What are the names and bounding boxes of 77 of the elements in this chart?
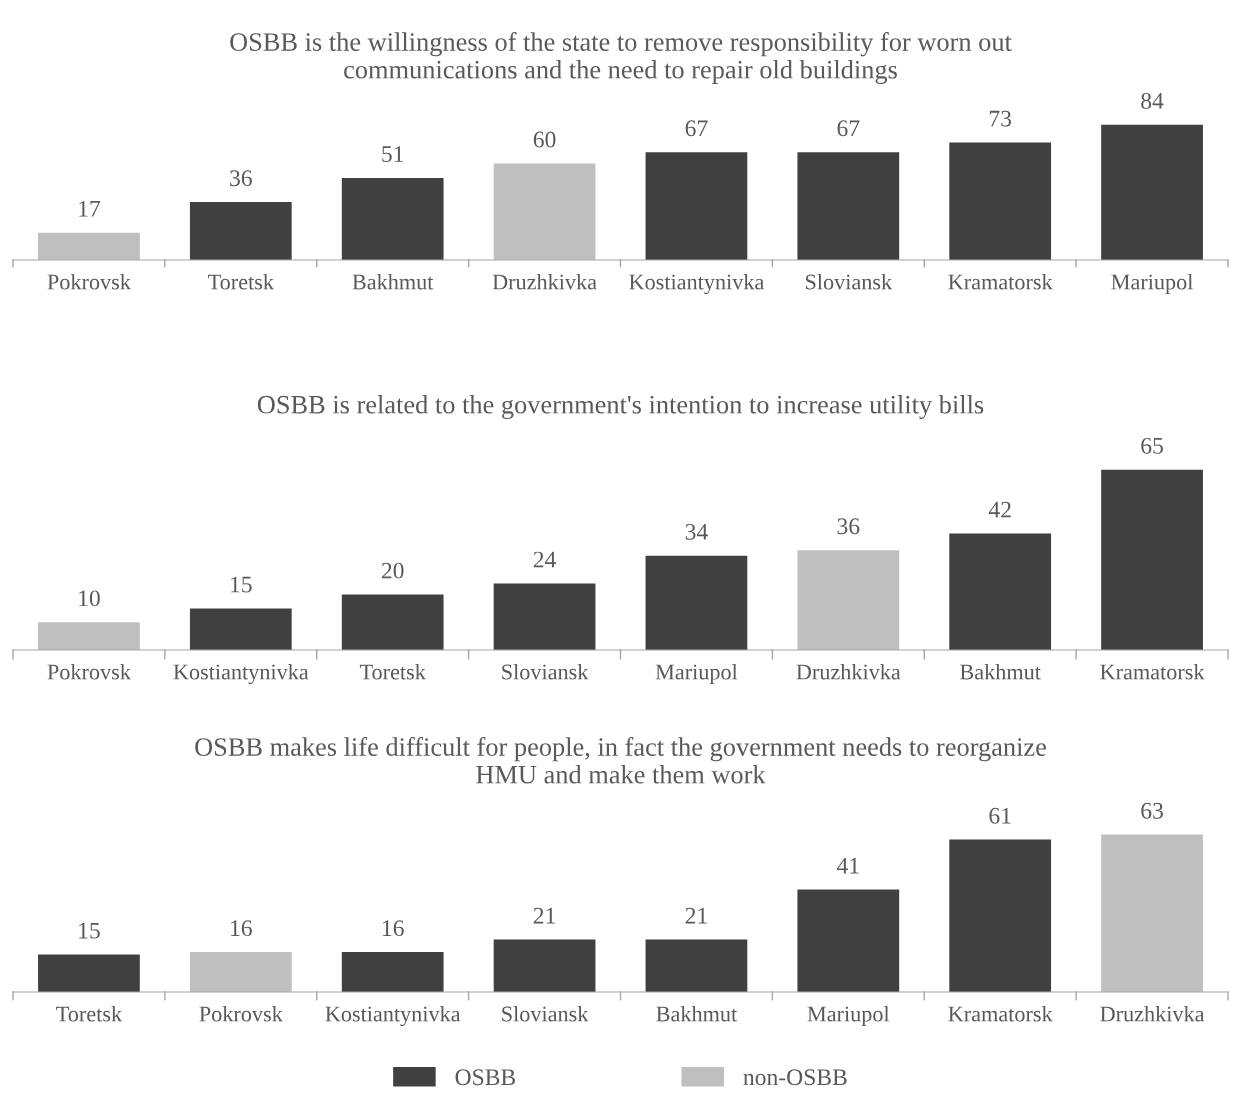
bar [797,889,900,992]
x-tick-label: Sloviansk [502,1005,589,1022]
data-label: 16 [231,920,252,937]
chart-title: OSBB is the willingness of the state to remove responsibility for worn out communications and the need to repair old buildings [230,32,1012,85]
data-label: 84 [1141,92,1164,109]
data-label: 73 [989,110,1012,127]
x-tick-label: Kostiantynivka [629,273,765,295]
x-tick-label: Kramatorsk [1100,663,1205,680]
bar [1101,124,1203,260]
data-label: 24 [533,551,556,568]
bar [189,608,292,650]
bar [189,202,292,260]
bar [645,152,748,260]
bar [949,142,1052,260]
bar [189,952,292,992]
data-label: 36 [837,518,860,535]
data-label: 51 [382,146,404,162]
bar [38,954,140,992]
data-label: 21 [533,907,555,924]
x-tick-label: Druzhkivka [492,273,597,290]
data-label: 67 [685,120,708,137]
data-label: 41 [836,857,859,874]
x-tick-label: Bakhmut [656,1005,738,1022]
x-tick-label: Kramatorsk [948,1005,1053,1022]
data-label: 16 [382,920,404,937]
bar [38,232,140,260]
x-tick-label: Sloviansk [502,663,589,680]
x-tick-label: Pokrovsk [47,273,131,290]
data-label: 65 [1141,437,1163,454]
data-label: 21 [685,907,707,924]
x-tick-label: Bakhmut [352,273,434,290]
legend-label: non-OSBB [743,1069,847,1086]
legend-label: OSBB [455,1069,516,1086]
data-label: 60 [533,131,556,148]
bar [645,555,748,650]
bar [797,152,900,260]
data-label: 36 [230,170,252,187]
bar [493,939,596,992]
data-label: 15 [79,922,100,939]
data-label: 15 [231,576,252,593]
x-tick-label: Kostiantynivka [325,1005,461,1027]
bar [645,939,748,992]
bar [341,594,444,650]
bar [493,163,596,260]
bar [797,550,900,650]
data-label: 17 [79,200,101,217]
x-tick-label: Druzhkivka [1100,1005,1205,1022]
bar [341,952,444,992]
data-label: 10 [79,590,100,607]
data-label: 63 [1141,802,1163,819]
bar [38,622,140,650]
x-tick-label: Kostiantynivka [173,663,309,685]
bar [1101,469,1203,650]
x-tick-label: Toretsk [208,273,274,290]
x-tick-label: Sloviansk [805,273,893,290]
x-tick-label: Pokrovsk [47,663,131,680]
data-label: 20 [381,562,404,579]
bar [949,533,1052,650]
data-label: 34 [685,523,708,540]
x-tick-label: Toretsk [359,663,426,680]
x-tick-label: Kramatorsk [948,273,1053,290]
x-tick-label: Mariupol [1111,273,1193,295]
data-label: 42 [988,501,1011,518]
data-label: 61 [989,807,1011,824]
x-tick-label: Mariupol [655,663,738,685]
bar [493,583,596,650]
x-tick-label: Mariupol [807,1005,890,1027]
data-label: 67 [837,120,860,137]
x-tick-label: Bakhmut [960,663,1041,680]
bar [949,839,1052,992]
bar [1101,834,1203,992]
x-tick-label: Pokrovsk [199,1005,283,1022]
bar [341,177,444,260]
chart-title: OSBB is related to the government's intention to increase utility bills [257,395,984,420]
x-tick-label: Druzhkivka [796,663,901,680]
chart-title: OSBB makes life difficult for people, in fact the government needs to reorganize HMU and make them work [195,737,1046,784]
x-tick-label: Toretsk [56,1005,123,1022]
